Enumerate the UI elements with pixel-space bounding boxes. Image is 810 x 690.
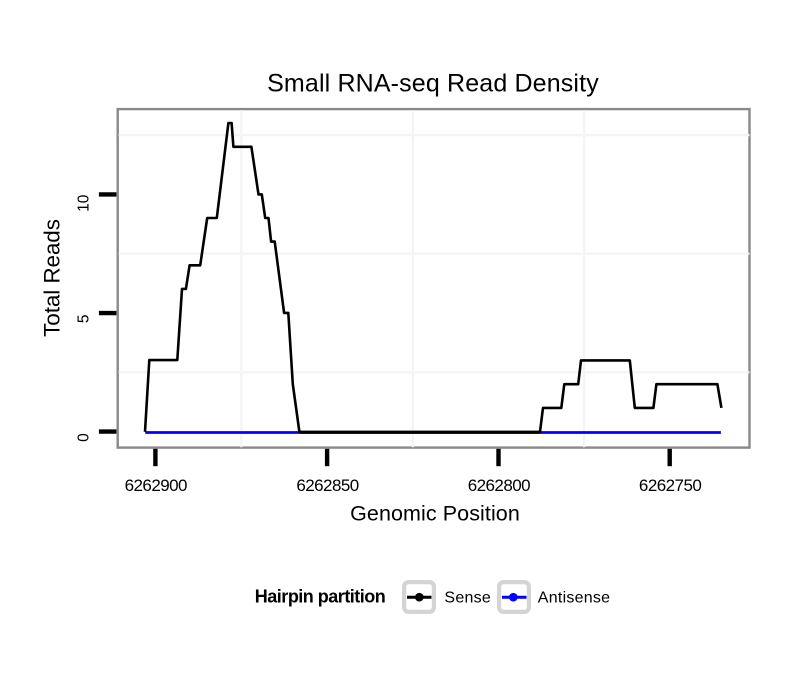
svg-text:6262800: 6262800 [468, 476, 530, 495]
svg-text:Antisense: Antisense [538, 589, 611, 606]
svg-text:6262900: 6262900 [125, 476, 187, 495]
svg-text:6262750: 6262750 [639, 476, 701, 495]
svg-text:6262850: 6262850 [296, 476, 358, 495]
svg-text:5: 5 [76, 314, 93, 323]
svg-text:Sense: Sense [444, 589, 491, 606]
svg-text:Hairpin partition: Hairpin partition [255, 587, 385, 607]
svg-text:Genomic Position: Genomic Position [350, 502, 520, 526]
svg-text:10: 10 [76, 194, 93, 212]
svg-text:Total Reads: Total Reads [40, 219, 65, 337]
svg-text:Small RNA-seq Read Density: Small RNA-seq Read Density [267, 70, 599, 98]
svg-text:0: 0 [76, 433, 93, 442]
